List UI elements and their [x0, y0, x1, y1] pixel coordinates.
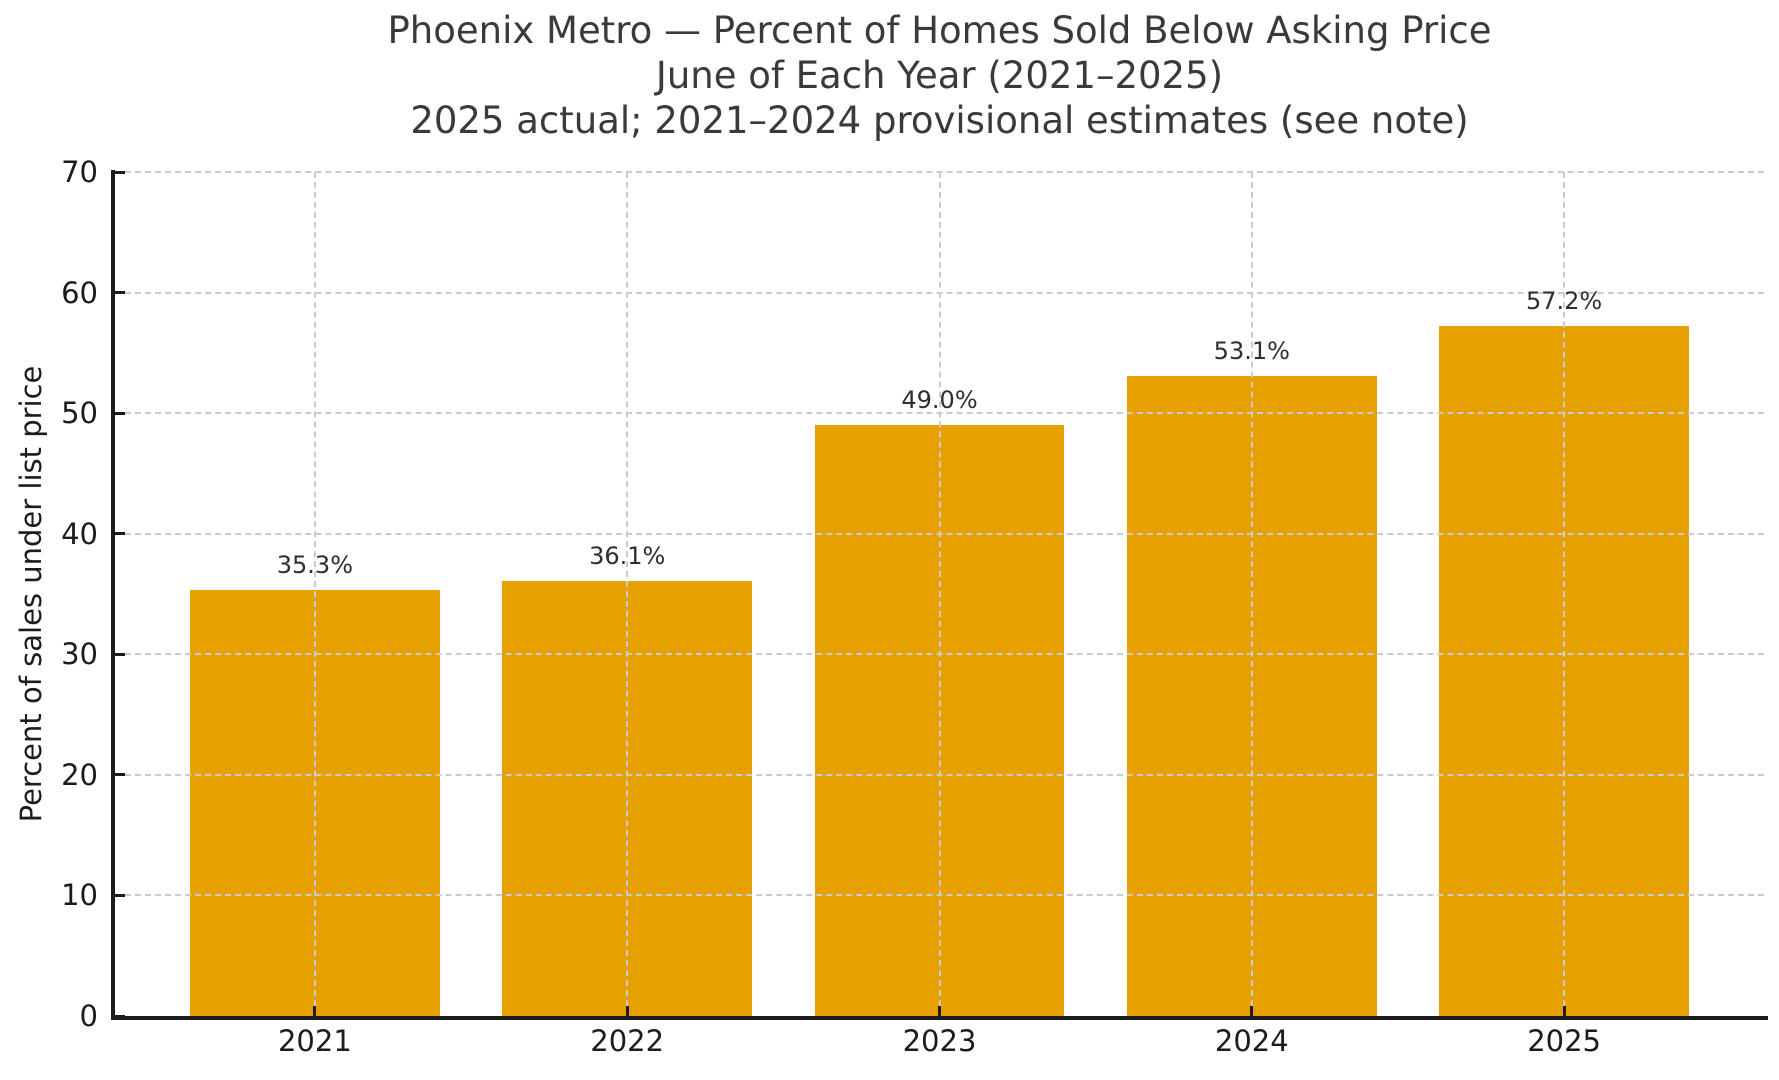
y-tick-70 [115, 170, 125, 174]
y-tick-label-30: 30 [61, 637, 98, 672]
x-tick-label-2025: 2025 [1527, 1024, 1602, 1058]
y-axis [111, 170, 115, 1020]
x-tick-label-2022: 2022 [590, 1024, 665, 1058]
y-tick-30 [115, 652, 125, 656]
x-tick-2025 [1562, 1006, 1566, 1016]
bar-value-label-2022: 36.1% [589, 541, 666, 570]
chart-subtitle: June of Each Year (2021–2025) [655, 54, 1224, 97]
y-tick-label-70: 70 [61, 155, 98, 189]
x-tick-2021 [313, 1006, 317, 1016]
chart-title-block: Phoenix Metro — Percent of Homes Sold Be… [115, 8, 1764, 143]
bar-value-label-2021: 35.3% [276, 551, 353, 580]
y-tick-label-0: 0 [79, 999, 98, 1033]
x-tick-label-2021: 2021 [277, 1024, 352, 1058]
bar-value-label-2024: 53.1% [1213, 336, 1290, 365]
y-tick-10 [115, 893, 125, 897]
y-tick-label-10: 10 [61, 878, 98, 913]
y-tick-label-60: 60 [61, 275, 98, 310]
x-tick-2024 [1250, 1006, 1254, 1016]
v-gridline-2021 [313, 172, 316, 1016]
v-gridline-2025 [1563, 172, 1566, 1016]
y-tick-label-50: 50 [61, 396, 98, 431]
y-tick-0 [115, 1014, 125, 1018]
y-tick-50 [115, 411, 125, 415]
x-tick-label-2024: 2024 [1214, 1024, 1289, 1058]
bar-value-label-2025: 57.2% [1525, 287, 1603, 316]
v-gridline-2023 [938, 172, 941, 1016]
chart-note: 2025 actual; 2021–2024 provisional estim… [410, 99, 1469, 142]
v-gridline-2022 [626, 172, 629, 1016]
y-tick-label-20: 20 [61, 757, 98, 792]
y-tick-label-40: 40 [61, 516, 98, 551]
y-tick-60 [115, 291, 125, 295]
x-tick-label-2023: 2023 [902, 1024, 977, 1058]
y-axis-label: Percent of sales under list price [14, 365, 48, 823]
chart-title: Phoenix Metro — Percent of Homes Sold Be… [387, 9, 1492, 52]
bar-value-label-2023: 49.0% [901, 386, 978, 415]
v-gridline-2024 [1250, 172, 1253, 1016]
y-tick-20 [115, 773, 125, 777]
x-tick-2022 [625, 1006, 629, 1016]
x-tick-2023 [938, 1006, 941, 1016]
x-axis [111, 1016, 1768, 1020]
y-tick-40 [115, 532, 125, 536]
